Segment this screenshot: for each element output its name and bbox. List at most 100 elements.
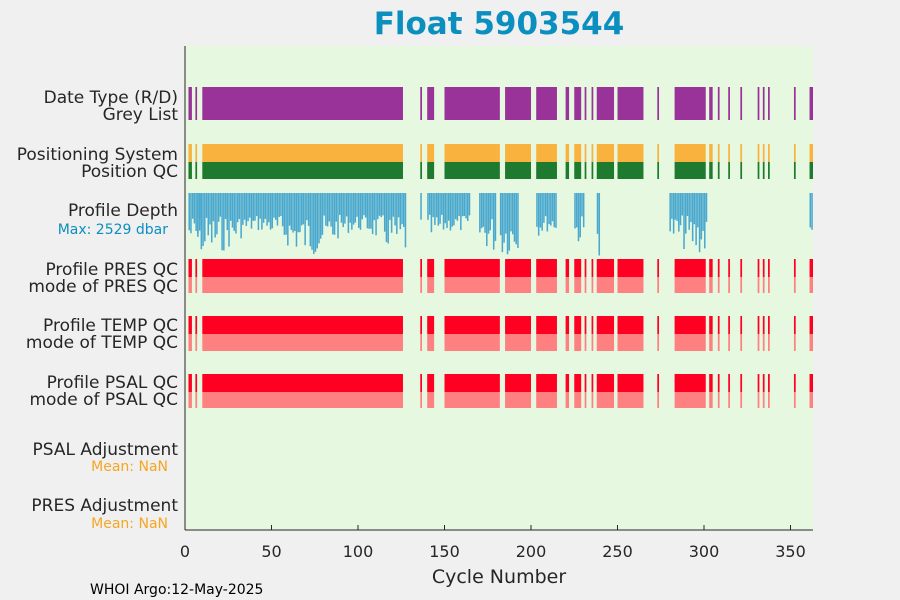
profile-depth-bar xyxy=(366,193,369,229)
profile-depth-bar xyxy=(226,193,229,231)
profile-depth-bar xyxy=(311,193,313,250)
profile-depth-bar xyxy=(517,193,519,249)
profile-depth-bar xyxy=(460,193,462,231)
profile-depth-bar xyxy=(480,193,483,229)
data-type-bar xyxy=(565,87,570,120)
mode-psal-qc-bar xyxy=(565,392,570,408)
position-qc-bar xyxy=(596,162,615,179)
profile-depth-bar xyxy=(684,193,687,234)
profile-depth-bar xyxy=(364,193,367,218)
mode-psal-qc-bar xyxy=(536,392,557,408)
mode-temp-qc-bar xyxy=(793,334,796,351)
profile-depth-bar xyxy=(394,193,396,226)
profile-depth-bar xyxy=(191,193,194,219)
profile-temp-qc-bar xyxy=(202,316,403,334)
row-label-positioning-system: Positioning System xyxy=(17,145,178,165)
profile-depth-bar xyxy=(307,193,310,226)
profile-depth-bar xyxy=(499,193,502,236)
profile-depth-bar xyxy=(314,193,317,252)
profile-depth-bar xyxy=(399,193,402,230)
row-sublabel-position-qc: Position QC xyxy=(81,162,178,182)
profile-depth-bar xyxy=(679,193,682,226)
mode-pres-qc-bar xyxy=(565,277,570,293)
mode-temp-qc-bar xyxy=(757,334,760,351)
positioning-system-bar xyxy=(591,144,594,162)
profile-temp-qc-bar xyxy=(809,316,813,334)
x-tick-label: 200 xyxy=(516,542,547,561)
profile-depth-bar xyxy=(537,193,540,236)
profile-pres-qc-bar xyxy=(591,259,594,277)
profile-pres-qc-bar xyxy=(574,259,582,277)
profile-depth-bar xyxy=(295,193,298,247)
profile-depth-bar xyxy=(705,193,708,222)
profile-depth-bar xyxy=(347,193,350,233)
profile-depth-bar xyxy=(235,193,237,234)
data-type-bar xyxy=(809,87,813,120)
profile-pres-qc-bar xyxy=(793,259,796,277)
row-label-profile-depth: Profile Depth xyxy=(68,201,178,221)
profile-psal-qc-bar xyxy=(202,374,403,392)
profile-depth-bar xyxy=(290,193,293,230)
profile-depth-bar xyxy=(441,193,443,215)
profile-depth-bar xyxy=(299,193,301,233)
x-tick-label: 350 xyxy=(775,542,806,561)
profile-psal-qc-bar xyxy=(584,374,587,392)
positioning-system-bar xyxy=(195,144,198,162)
profile-depth-bar xyxy=(541,193,543,231)
profile-pres-qc-bar xyxy=(740,259,743,277)
profile-depth-bar xyxy=(255,193,258,217)
profile-depth-bar xyxy=(323,193,325,216)
row-label-pres-adjustment: PRES Adjustment xyxy=(31,496,178,516)
profile-depth-bar xyxy=(243,193,246,220)
profile-depth-bar xyxy=(202,193,204,246)
profile-pres-qc-bar xyxy=(427,259,435,277)
profile-depth-bar xyxy=(579,193,581,238)
profile-temp-qc-bar xyxy=(505,316,532,334)
profile-depth-bar xyxy=(321,193,324,235)
profile-depth-bar xyxy=(674,193,677,220)
row-sublabel-grey-list: Grey List xyxy=(103,105,179,125)
mode-psal-qc-bar xyxy=(717,392,720,408)
profile-depth-bar xyxy=(318,193,320,244)
profile-pres-qc-bar xyxy=(505,259,532,277)
x-tick-label: 300 xyxy=(689,542,720,561)
profile-psal-qc-bar xyxy=(596,374,615,392)
profile-depth-bar xyxy=(223,193,225,251)
profile-depth-bar xyxy=(555,193,557,228)
profile-psal-qc-bar xyxy=(717,374,720,392)
mode-temp-qc-bar xyxy=(591,334,594,351)
profile-depth-bar xyxy=(344,193,346,224)
profile-depth-bar xyxy=(221,193,223,251)
positioning-system-bar xyxy=(188,144,192,162)
position-qc-bar xyxy=(505,162,532,179)
profile-depth-bar xyxy=(404,193,407,248)
mode-temp-qc-bar xyxy=(584,334,587,351)
mode-psal-qc-bar xyxy=(657,392,660,408)
profile-depth-bar xyxy=(280,193,282,217)
positioning-system-bar xyxy=(505,144,532,162)
profile-depth-bar xyxy=(352,193,355,225)
profile-temp-qc-bar xyxy=(740,316,743,334)
profile-depth-bar xyxy=(288,193,291,226)
mode-temp-qc-bar xyxy=(709,334,713,351)
profile-depth-bar xyxy=(428,193,431,215)
data-type-bar xyxy=(202,87,403,120)
profile-depth-bar xyxy=(345,193,348,217)
profile-depth-bar xyxy=(698,193,701,253)
profile-depth-bar xyxy=(390,193,393,233)
profile-depth-bar xyxy=(207,193,210,236)
mode-pres-qc-bar xyxy=(728,277,730,293)
profile-depth-bar xyxy=(210,193,213,243)
positioning-system-bar xyxy=(793,144,796,162)
profile-depth-bar xyxy=(368,193,370,229)
profile-depth-bar xyxy=(373,193,376,221)
position-qc-bar xyxy=(574,162,582,179)
mode-psal-qc-bar xyxy=(574,392,582,408)
profile-depth-bar xyxy=(358,193,360,228)
data-type-bar xyxy=(709,87,713,120)
profile-depth-bar xyxy=(688,193,690,230)
positioning-system-bar xyxy=(420,144,423,162)
row-sublabel-mode-psal-qc: mode of PSAL QC xyxy=(29,390,178,410)
positioning-system-bar xyxy=(596,144,615,162)
mode-pres-qc-bar xyxy=(674,277,706,293)
